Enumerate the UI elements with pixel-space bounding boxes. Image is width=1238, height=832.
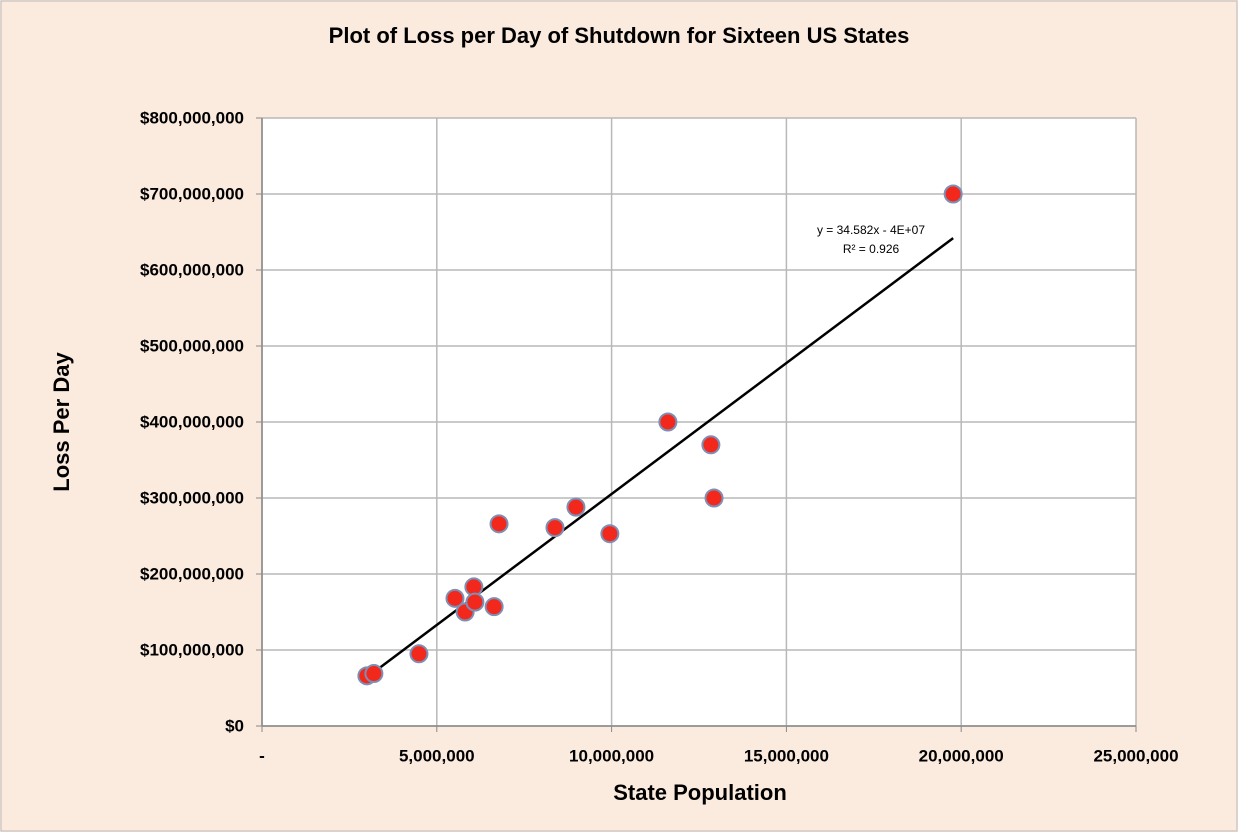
y-tick-label: $600,000,000 [140, 260, 244, 279]
y-tick-label: $800,000,000 [140, 108, 244, 127]
x-tick-label: 10,000,000 [569, 746, 654, 765]
x-tick-label: 5,000,000 [399, 746, 475, 765]
point [489, 514, 509, 534]
point [600, 524, 620, 544]
point [658, 412, 678, 432]
point [364, 664, 384, 684]
y-tick-label: $0 [225, 716, 244, 735]
x-tick-label: 20,000,000 [919, 746, 1004, 765]
trendline-equation: y = 34.582x - 4E+07 [817, 223, 925, 237]
y-axis-label: Loss Per Day [49, 352, 74, 492]
point [566, 497, 586, 517]
trendline-r-squared: R² = 0.926 [843, 242, 900, 256]
point [545, 518, 565, 538]
x-axis-label: State Population [613, 780, 787, 805]
x-tick-label: - [259, 746, 265, 765]
x-tick-label: 25,000,000 [1093, 746, 1178, 765]
point [409, 644, 429, 664]
point [484, 597, 504, 617]
y-tick-label: $200,000,000 [140, 564, 244, 583]
point [445, 588, 465, 608]
point [704, 488, 724, 508]
y-tick-label: $300,000,000 [140, 488, 244, 507]
y-tick-label: $700,000,000 [140, 184, 244, 203]
x-tick-label: 15,000,000 [744, 746, 829, 765]
point [465, 592, 485, 612]
point [701, 435, 721, 455]
point [943, 184, 963, 204]
chart-title: Plot of Loss per Day of Shutdown for Six… [329, 23, 910, 48]
y-tick-label: $100,000,000 [140, 640, 244, 659]
y-tick-label: $400,000,000 [140, 412, 244, 431]
y-tick-label: $500,000,000 [140, 336, 244, 355]
